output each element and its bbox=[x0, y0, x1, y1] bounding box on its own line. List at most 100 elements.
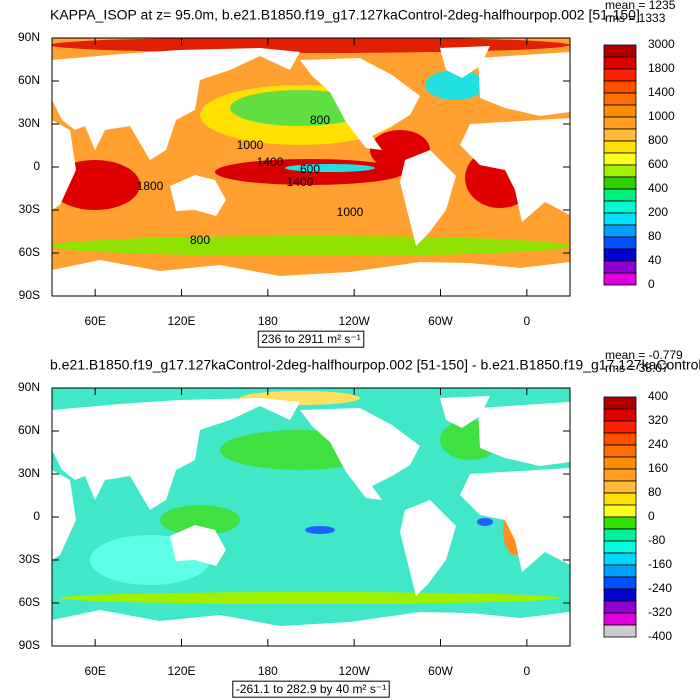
lat-label: 0 bbox=[33, 509, 40, 523]
colorbar-label: 400 bbox=[648, 181, 668, 195]
lat-label: 60S bbox=[19, 595, 40, 609]
lat-label: 30S bbox=[19, 202, 40, 216]
range-box bbox=[257, 330, 365, 348]
lat-label: 90N bbox=[18, 30, 40, 44]
colorbar-box bbox=[603, 140, 637, 154]
lon-label: 120W bbox=[338, 664, 370, 678]
colorbar-box bbox=[603, 116, 637, 130]
lat-label: 30N bbox=[18, 116, 40, 130]
stats-text: mean = -0.779 bbox=[605, 348, 683, 362]
colorbar-label: 1800 bbox=[648, 61, 675, 75]
colorbar-box bbox=[603, 408, 637, 422]
contour-label: 800 bbox=[190, 233, 210, 247]
range-label: -261.1 to 282.9 by 40 m² s⁻¹ bbox=[236, 682, 386, 696]
colorbar-box bbox=[603, 516, 637, 530]
colorbar-label: 600 bbox=[648, 157, 668, 171]
lon-label: 0 bbox=[523, 314, 530, 328]
stats-text: rms = 1333 bbox=[605, 11, 666, 25]
colorbar-box bbox=[603, 176, 637, 190]
colorbar-box bbox=[603, 92, 637, 106]
lat-label: 60N bbox=[18, 423, 40, 437]
colorbar-box bbox=[603, 128, 637, 142]
colorbar-box bbox=[603, 56, 637, 70]
colorbar-box bbox=[603, 104, 637, 118]
colorbar-label: 0 bbox=[648, 509, 655, 523]
colorbar-box bbox=[603, 432, 637, 446]
colorbar-label: 320 bbox=[648, 413, 668, 427]
lat-label: 0 bbox=[33, 159, 40, 173]
lat-label: 60N bbox=[18, 73, 40, 87]
colorbar-label: 80 bbox=[648, 485, 662, 499]
colorbar-box bbox=[603, 456, 637, 470]
stats-text: rms = 38.07 bbox=[605, 361, 669, 375]
lon-label: 180 bbox=[258, 664, 278, 678]
contour-label: 1000 bbox=[237, 138, 264, 152]
colorbar-box bbox=[603, 480, 637, 494]
colorbar-box bbox=[603, 612, 637, 626]
lat-label: 60S bbox=[19, 245, 40, 259]
contour-label: 600 bbox=[300, 162, 320, 176]
lon-label: 120E bbox=[167, 314, 195, 328]
colorbar-label: -400 bbox=[648, 629, 672, 643]
lat-label: 90S bbox=[19, 288, 40, 302]
colorbar-box bbox=[603, 420, 637, 434]
colorbar-box bbox=[603, 80, 637, 94]
lon-label: 60E bbox=[84, 664, 105, 678]
colorbar-box bbox=[603, 492, 637, 506]
contour-label: 1400 bbox=[287, 175, 314, 189]
colorbar-label: 400 bbox=[648, 389, 668, 403]
lon-label: 60E bbox=[84, 314, 105, 328]
colorbar-label: 1400 bbox=[648, 85, 675, 99]
panel-title: KAPPA_ISOP at z= 95.0m, b.e21.B1850.f19_… bbox=[50, 7, 640, 23]
colorbar-label: 40 bbox=[648, 253, 662, 267]
colorbar-label: 200 bbox=[648, 205, 668, 219]
colorbar-box bbox=[603, 272, 637, 286]
lon-label: 120E bbox=[167, 664, 195, 678]
range-label: 236 to 2911 m² s⁻¹ bbox=[261, 332, 361, 346]
colorbar-box bbox=[603, 540, 637, 554]
colorbar-box bbox=[603, 504, 637, 518]
colorbar-box bbox=[603, 588, 637, 602]
colorbar-box bbox=[603, 624, 637, 638]
colorbar-box bbox=[603, 68, 637, 82]
colorbar-box bbox=[603, 164, 637, 178]
colorbar-label: 800 bbox=[648, 133, 668, 147]
colorbar-label: -240 bbox=[648, 581, 672, 595]
colorbar-box bbox=[603, 576, 637, 590]
colorbar-box bbox=[603, 200, 637, 214]
lon-label: 60W bbox=[428, 314, 453, 328]
colorbar-label: 3000 bbox=[648, 37, 675, 51]
colorbar-box bbox=[603, 552, 637, 566]
contour-label: 1800 bbox=[137, 179, 164, 193]
colorbar-box bbox=[603, 212, 637, 226]
colorbar-box bbox=[603, 564, 637, 578]
colorbar-box bbox=[603, 224, 637, 238]
colorbar-box bbox=[603, 528, 637, 542]
lat-label: 30N bbox=[18, 466, 40, 480]
colorbar-box bbox=[603, 260, 637, 274]
colorbar-box bbox=[603, 236, 637, 250]
contour-label: 1400 bbox=[257, 155, 284, 169]
lat-label: 30S bbox=[19, 552, 40, 566]
contour-label: 800 bbox=[310, 113, 330, 127]
colorbar-box bbox=[603, 188, 637, 202]
lat-label: 90S bbox=[19, 638, 40, 652]
colorbar-label: 80 bbox=[648, 229, 662, 243]
colorbar-box bbox=[603, 152, 637, 166]
contour-label: 1000 bbox=[337, 205, 364, 219]
colorbar-label: 240 bbox=[648, 437, 668, 451]
colorbar-box bbox=[603, 444, 637, 458]
colorbar-box bbox=[603, 468, 637, 482]
colorbar-label: -320 bbox=[648, 605, 672, 619]
colorbar-label: -80 bbox=[648, 533, 666, 547]
lat-label: 90N bbox=[18, 380, 40, 394]
colorbar-label: 160 bbox=[648, 461, 668, 475]
colorbar-box bbox=[603, 600, 637, 614]
colorbar-label: -160 bbox=[648, 557, 672, 571]
colorbar-box bbox=[603, 396, 637, 410]
lon-label: 180 bbox=[258, 314, 278, 328]
lon-label: 0 bbox=[523, 664, 530, 678]
colorbar-box bbox=[603, 44, 637, 58]
lon-label: 60W bbox=[428, 664, 453, 678]
